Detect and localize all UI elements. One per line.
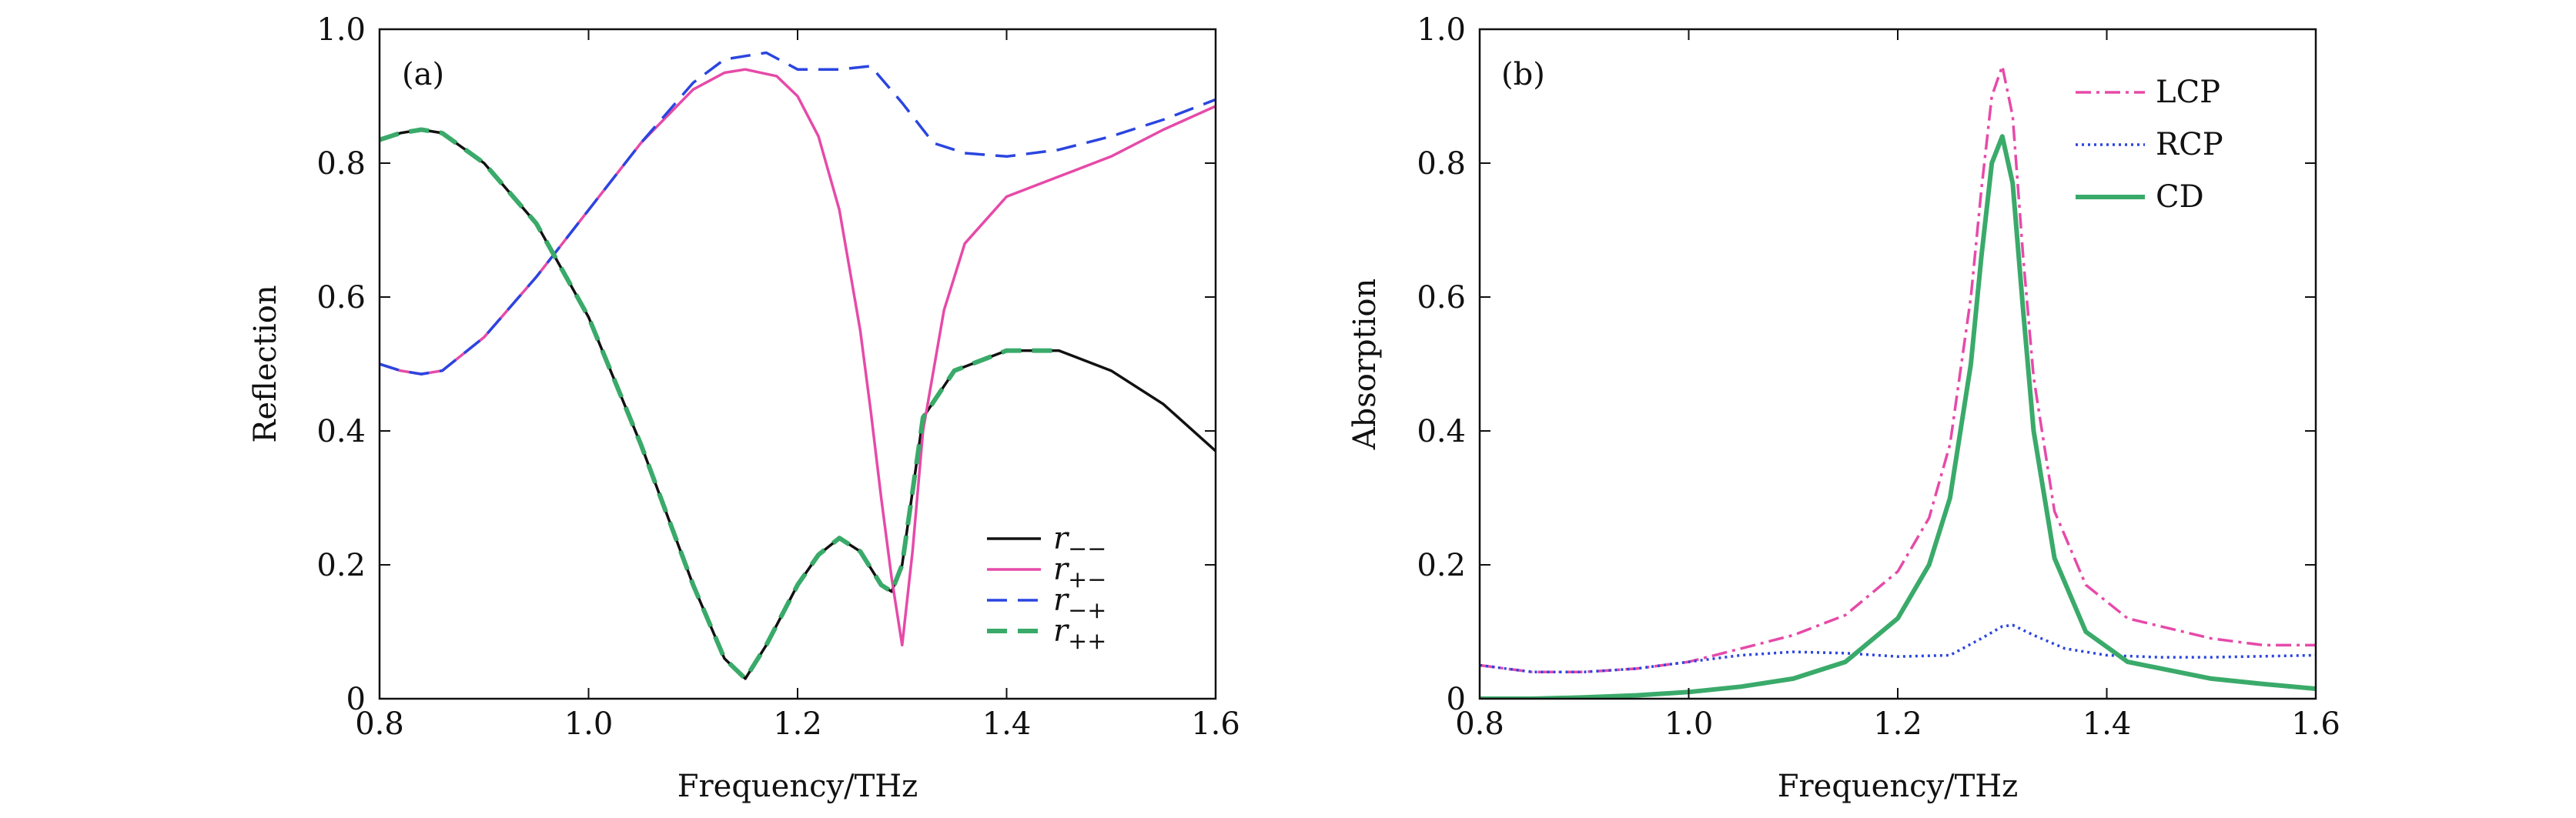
y-tick-label: 0.8 [316, 146, 366, 182]
x-tick-label: 0.8 [355, 706, 404, 742]
legend-subscript: +− [1068, 566, 1106, 593]
y-tick-label: 0.6 [316, 280, 366, 316]
x-tick-label: 1.6 [1191, 706, 1240, 742]
y-tick-label: 1.0 [1417, 12, 1466, 48]
legend-item: r+− [987, 552, 1106, 593]
y-axis-title: Reflection [248, 285, 283, 442]
legend-item: LCP [2076, 75, 2220, 110]
x-tick-label: 1.2 [1873, 706, 1922, 742]
x-axis-title: Frequency/THz [1778, 769, 2018, 804]
legend-subscript: −+ [1068, 597, 1106, 624]
y-tick-label: 1.0 [316, 12, 366, 48]
legend: LCP RCP CD [2076, 75, 2223, 215]
x-axis-title: Frequency/THz [677, 769, 918, 804]
legend-label: r [1053, 613, 1070, 649]
reflection-chart: 0.8 1.0 1.2 1.4 1.6 0 0.2 0.4 0.6 0.8 1.0 (a) Freq… [248, 12, 1240, 804]
x-tick-label: 1.0 [564, 706, 614, 742]
absorption-chart: 0.8 1.0 1.2 1.4 1.6 0 0.2 0.4 0.6 0.8 1.0 (b) Freq… [1347, 12, 2340, 804]
series-line-rcp [1480, 623, 2316, 673]
legend-label: r [1053, 583, 1070, 618]
x-tick-label: 1.4 [982, 706, 1032, 742]
series-line-cd [1480, 134, 2316, 699]
legend-label: LCP [2156, 75, 2220, 110]
svg-text:r+−: r+− [1053, 552, 1106, 593]
legend-item: r−− [987, 521, 1106, 563]
y-tick-label: 0.2 [316, 548, 366, 583]
legend: r−− r+− r−+ r++ [987, 521, 1106, 655]
y-tick-label: 0.4 [316, 414, 366, 449]
legend-label: CD [2156, 179, 2204, 215]
svg-text:r−+: r−+ [1053, 583, 1106, 624]
y-tick-label: 0.8 [1417, 146, 1466, 182]
y-axis-title: Absorption [1347, 279, 1383, 451]
legend-label: RCP [2156, 127, 2223, 162]
legend-item: r++ [987, 613, 1106, 655]
legend-label: r [1053, 521, 1070, 556]
legend-item: r−+ [987, 583, 1106, 624]
legend-subscript: ++ [1068, 628, 1106, 655]
legend-subscript: −− [1068, 536, 1106, 563]
x-tick-label: 1.0 [1664, 706, 1714, 742]
panel-label: (a) [402, 57, 444, 92]
x-tick-label: 0.8 [1455, 706, 1504, 742]
x-tick-label: 1.4 [2083, 706, 2132, 742]
legend-label: r [1053, 552, 1070, 587]
x-tick-label: 1.6 [2291, 706, 2340, 742]
series-line-lcp [1480, 65, 2316, 673]
y-tick-label: 0 [346, 682, 366, 717]
legend-item: CD [2076, 179, 2204, 215]
x-tick-label: 1.2 [773, 706, 822, 742]
y-tick-label: 0.2 [1417, 548, 1466, 583]
y-tick-label: 0 [1447, 682, 1466, 717]
panel-label: (b) [1501, 57, 1545, 92]
y-tick-label: 0.6 [1417, 280, 1466, 316]
series-line-r4 [380, 127, 1059, 681]
y-tick-label: 0.4 [1417, 414, 1466, 449]
series-line-r3 [380, 51, 1216, 376]
series-line-r1 [380, 128, 1216, 680]
legend-item: RCP [2076, 127, 2223, 162]
svg-text:r−−: r−− [1053, 521, 1106, 563]
svg-text:r++: r++ [1053, 613, 1106, 655]
